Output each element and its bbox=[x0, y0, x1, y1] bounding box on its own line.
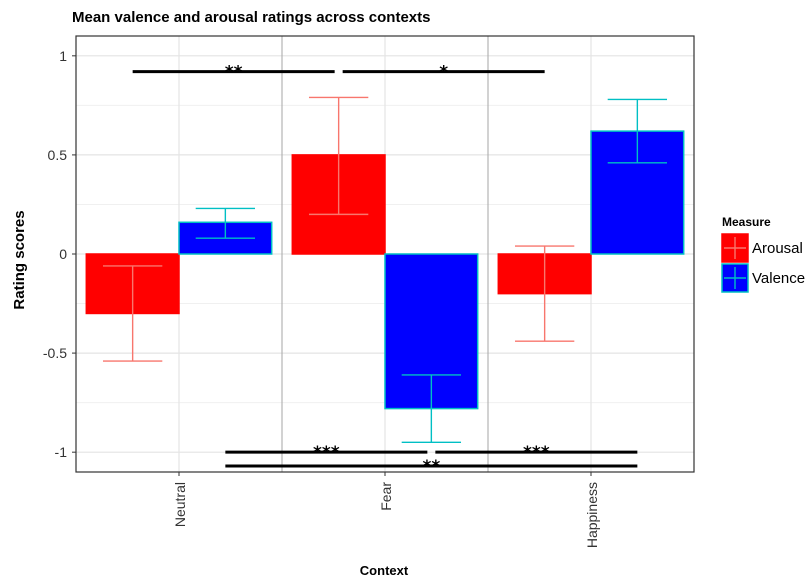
y-tick-label: 1 bbox=[59, 48, 67, 64]
legend-title: Measure bbox=[722, 215, 771, 229]
error-bar-arousal-fear bbox=[308, 96, 369, 216]
error-bar-valence-neutral bbox=[195, 207, 256, 239]
legend-label-valence: Valence bbox=[752, 270, 805, 287]
y-tick-label: -0.5 bbox=[43, 345, 67, 361]
significance-bracket: *** bbox=[225, 443, 428, 463]
chart-title: Mean valence and arousal ratings across … bbox=[72, 9, 430, 26]
significance-label: ** bbox=[225, 63, 243, 83]
significance-label: *** bbox=[313, 443, 340, 463]
x-tick-label: Neutral bbox=[172, 482, 188, 527]
significance-label: * bbox=[439, 63, 448, 83]
y-tick-label: -1 bbox=[55, 444, 68, 460]
y-tick-label: 0 bbox=[59, 246, 67, 262]
significance-label: ** bbox=[422, 457, 440, 477]
y-axis-title: Rating scores bbox=[11, 210, 28, 309]
error-bar-arousal-happiness bbox=[514, 245, 575, 342]
error-bar-arousal-neutral bbox=[102, 265, 163, 362]
y-tick-label: 0.5 bbox=[48, 147, 68, 163]
significance-bracket: ** bbox=[132, 63, 335, 83]
legend-item-valence: Valence bbox=[721, 263, 805, 293]
legend-item-arousal: Arousal bbox=[721, 233, 803, 263]
x-tick-label: Fear bbox=[378, 482, 394, 511]
significance-bracket: * bbox=[342, 63, 545, 83]
error-bar-valence-happiness bbox=[607, 98, 668, 164]
legend-label-arousal: Arousal bbox=[752, 240, 803, 257]
x-axis-title: Context bbox=[360, 563, 409, 578]
significance-bracket: *** bbox=[435, 443, 638, 463]
legend: Measure Arousal Valence bbox=[721, 215, 805, 293]
x-tick-label: Happiness bbox=[584, 482, 600, 548]
significance-label: *** bbox=[523, 443, 550, 463]
error-bar-valence-fear bbox=[401, 374, 462, 443]
